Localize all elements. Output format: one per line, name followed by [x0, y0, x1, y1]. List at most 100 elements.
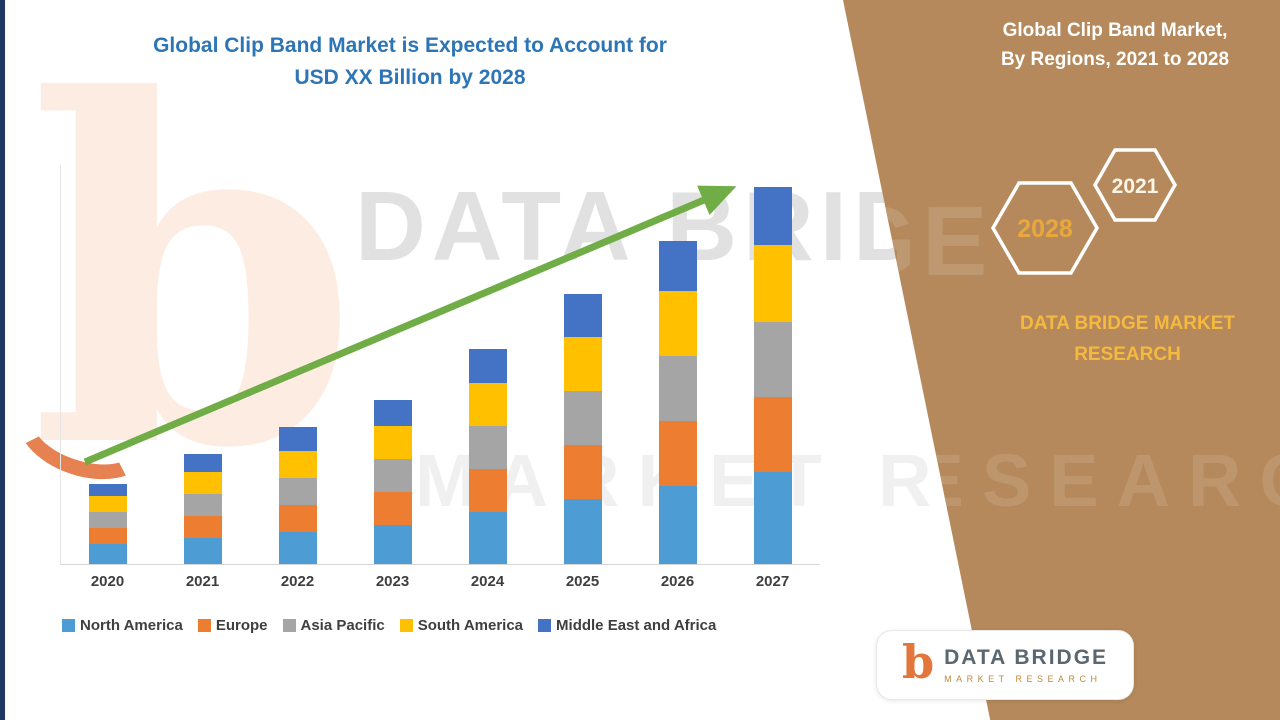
- data-bridge-logo-card: b DATA BRIDGE MARKET RESEARCH: [876, 630, 1134, 700]
- bar-segment-north-america-2022: [279, 532, 318, 564]
- stacked-bar-2022: [279, 427, 318, 564]
- bar-segment-europe-2024: [468, 469, 507, 512]
- bar-segment-europe-2026: [658, 421, 697, 486]
- legend-item-europe: Europe: [197, 617, 268, 634]
- stacked-bar-2020: [89, 484, 128, 564]
- bar-segment-asia-pacific-2025: [563, 391, 602, 445]
- hexagon-2028-label: 2028: [1017, 215, 1073, 243]
- bar-segment-north-america-2027: [753, 472, 792, 564]
- bar-segment-south-america-2026: [658, 291, 697, 356]
- bar-segment-middle-east-and-africa-2022: [279, 427, 318, 451]
- bar-segment-middle-east-and-africa-2023: [374, 400, 413, 426]
- bar-segment-asia-pacific-2021: [184, 494, 223, 516]
- bar-segment-north-america-2023: [374, 525, 413, 564]
- hexagon-2021-label: 2021: [1112, 175, 1159, 198]
- legend-swatch-europe: [197, 619, 211, 632]
- x-tick-2022: 2022: [280, 573, 315, 590]
- logo-card-text: DATA BRIDGE MARKET RESEARCH: [944, 646, 1108, 684]
- x-tick-2027: 2027: [755, 573, 790, 590]
- bar-column-2023: [346, 165, 441, 564]
- bar-segment-north-america-2020: [89, 544, 128, 564]
- x-tick-2021: 2021: [185, 573, 220, 590]
- bar-segment-north-america-2026: [658, 486, 697, 564]
- bar-segment-north-america-2021: [184, 538, 223, 564]
- sidebar-title-line2: By Regions, 2021 to 2028: [1000, 49, 1230, 71]
- bar-column-2025: [535, 165, 630, 564]
- sidebar-brand-line2: RESEARCH: [1074, 344, 1181, 366]
- bar-segment-south-america-2024: [468, 383, 507, 426]
- bar-segment-south-america-2027: [753, 245, 792, 322]
- x-tick-2025: 2025: [565, 573, 600, 590]
- x-tick-2023: 2023: [375, 573, 410, 590]
- logo-card-tagline: MARKET RESEARCH: [944, 674, 1102, 684]
- hexagon-2028: [990, 181, 1100, 275]
- bar-segment-south-america-2025: [563, 337, 602, 391]
- bar-segment-south-america-2022: [279, 451, 318, 478]
- chart-title-line2: USD XX Billion by 2028: [294, 65, 526, 89]
- x-axis-labels: 2020 2021 2022 2023 2024 2025 2026 2027: [60, 573, 820, 590]
- bar-segment-south-america-2021: [184, 472, 223, 494]
- logo-card-brand: DATA BRIDGE: [944, 646, 1109, 669]
- sidebar-brand-text: DATA BRIDGE MARKET RESEARCH: [985, 308, 1270, 371]
- bar-segment-north-america-2025: [563, 499, 602, 564]
- bar-segment-south-america-2020: [89, 496, 128, 512]
- bar-segment-asia-pacific-2023: [374, 459, 413, 492]
- x-tick-2024: 2024: [470, 573, 505, 590]
- bar-column-2022: [251, 165, 346, 564]
- sidebar-title: Global Clip Band Market, By Regions, 202…: [960, 16, 1270, 75]
- legend-item-south-america: South America: [399, 617, 523, 634]
- bar-segment-north-america-2024: [468, 512, 507, 564]
- bar-column-2024: [441, 165, 536, 564]
- bar-column-2027: [725, 165, 820, 564]
- bar-segment-middle-east-and-africa-2024: [468, 349, 507, 383]
- year-hexagons: 2028 2021: [990, 148, 1178, 275]
- stacked-bar-2024: [468, 349, 507, 564]
- stacked-bar-2026: [658, 241, 697, 564]
- hexagon-2021: [1092, 148, 1178, 222]
- stacked-bar-2027: [753, 187, 792, 564]
- chart-title-line1: Global Clip Band Market is Expected to A…: [153, 34, 667, 57]
- chart-legend: North America Europe Asia Pacific South Ame…: [62, 617, 852, 634]
- x-tick-2020: 2020: [90, 573, 125, 590]
- bar-segment-asia-pacific-2024: [468, 426, 507, 469]
- bar-segment-middle-east-and-africa-2021: [184, 454, 223, 472]
- bar-segment-middle-east-and-africa-2026: [658, 241, 697, 291]
- bar-segment-asia-pacific-2027: [753, 322, 792, 397]
- bar-segment-middle-east-and-africa-2027: [753, 187, 792, 245]
- legend-swatch-middle-east-and-africa: [538, 619, 552, 632]
- legend-swatch-north-america: [62, 619, 75, 632]
- legend-item-asia-pacific: Asia Pacific: [282, 617, 385, 634]
- stacked-bar-chart: [60, 165, 820, 565]
- chart-title: Global Clip Band Market is Expected to A…: [80, 30, 740, 93]
- bar-segment-europe-2020: [89, 528, 128, 544]
- legend-swatch-asia-pacific: [282, 619, 296, 632]
- bar-segment-europe-2022: [279, 505, 318, 532]
- legend-item-middle-east-and-africa: Middle East and Africa: [538, 617, 716, 634]
- bar-segment-europe-2023: [374, 492, 413, 525]
- x-tick-2026: 2026: [660, 573, 695, 590]
- stacked-bar-2023: [374, 400, 413, 564]
- bar-segment-middle-east-and-africa-2025: [563, 294, 602, 337]
- trend-arrow-line: [83, 185, 737, 466]
- legend-label-north-america: North America: [80, 617, 183, 634]
- right-info-panel: DATA BRIDGE MARKET RESEARCH Global Clip …: [843, 0, 1280, 720]
- legend-label-europe: Europe: [215, 617, 268, 634]
- bar-segment-europe-2027: [753, 397, 792, 472]
- bar-segment-asia-pacific-2022: [279, 478, 318, 505]
- legend-swatch-south-america: [399, 619, 413, 632]
- data-bridge-logo-icon: b: [901, 635, 935, 690]
- bar-segment-europe-2025: [563, 445, 602, 499]
- bar-segment-middle-east-and-africa-2020: [89, 484, 128, 496]
- stacked-bar-2025: [563, 294, 602, 564]
- left-accent-stripe: [0, 0, 5, 720]
- bar-segment-south-america-2023: [374, 426, 413, 459]
- bar-segment-asia-pacific-2020: [89, 512, 128, 528]
- bar-column-2026: [630, 165, 725, 564]
- bar-column-2020: [61, 165, 156, 564]
- legend-label-asia-pacific: Asia Pacific: [300, 617, 385, 634]
- trend-arrow: [83, 185, 737, 466]
- bar-segment-asia-pacific-2026: [658, 356, 697, 421]
- sidebar-title-line1: Global Clip Band Market,: [1002, 20, 1228, 41]
- bar-segment-europe-2021: [184, 516, 223, 538]
- legend-item-north-america: North America: [62, 617, 183, 634]
